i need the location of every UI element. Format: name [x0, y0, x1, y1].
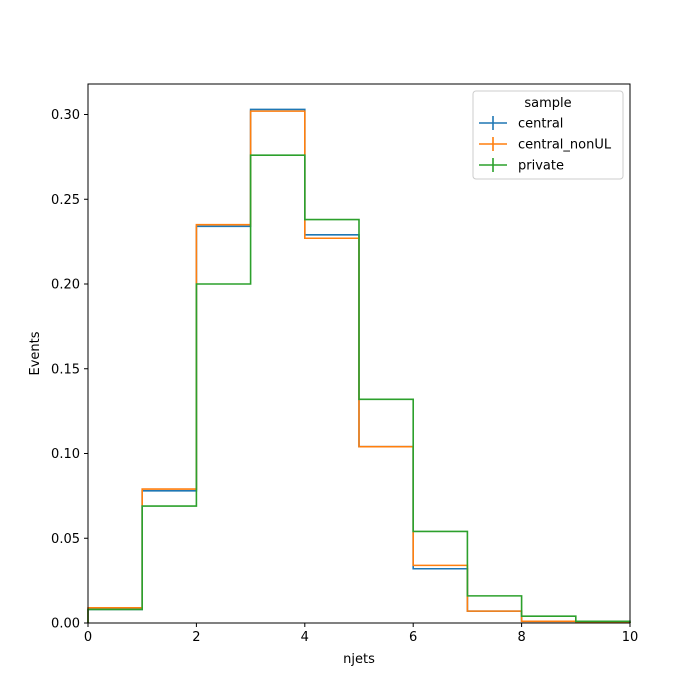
y-tick-label: 0.25: [51, 193, 80, 208]
x-axis: 0 2 4 6 8 10: [84, 623, 638, 645]
x-tick-label: 6: [409, 630, 417, 645]
legend-entry-central: central: [479, 116, 563, 132]
plot-frame: [87, 83, 631, 624]
legend-label: central_nonUL: [518, 138, 612, 153]
legend-label: private: [518, 159, 564, 174]
legend-entry-private: private: [479, 158, 564, 174]
x-axis-label: njets: [343, 652, 375, 667]
legend-box: [472, 90, 624, 180]
legend-title: sample: [524, 96, 571, 111]
y-tick-label: 0.10: [51, 447, 80, 462]
y-tick-label: 0.05: [51, 532, 80, 547]
y-tick-label: 0.20: [51, 278, 80, 293]
y-axis-label: Events: [28, 331, 43, 375]
x-tick-label: 8: [517, 630, 525, 645]
y-tick-label: 0.15: [51, 362, 80, 377]
plot-area: [87, 108, 631, 624]
legend-entry-central-nonUL: central_nonUL: [479, 137, 612, 153]
x-tick-label: 4: [301, 630, 309, 645]
legend-label: central: [518, 117, 563, 132]
x-tick-label: 2: [192, 630, 200, 645]
x-tick-label: 10: [622, 630, 639, 645]
y-tick-label: 0.00: [51, 617, 80, 632]
y-tick-label: 0.30: [51, 108, 80, 123]
series-private-line: [87, 154, 631, 623]
x-tick-label: 0: [84, 630, 92, 645]
y-axis: 0.00 0.05 0.10 0.15 0.20 0.25 0.30: [51, 108, 88, 632]
